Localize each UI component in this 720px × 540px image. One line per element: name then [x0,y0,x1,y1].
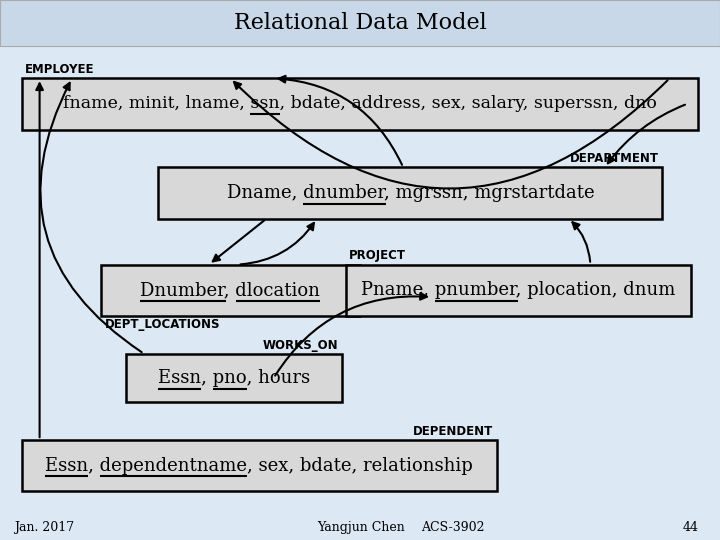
Text: WORKS_ON: WORKS_ON [263,339,338,352]
Text: Essn, pno, hours: Essn, pno, hours [158,369,310,387]
Text: DEPENDENT: DEPENDENT [413,425,493,438]
FancyBboxPatch shape [0,0,720,46]
FancyBboxPatch shape [346,265,691,316]
Text: PROJECT: PROJECT [349,249,406,262]
Text: Essn, dependentname, sex, bdate, relationship: Essn, dependentname, sex, bdate, relatio… [45,457,473,475]
Text: Jan. 2017: Jan. 2017 [14,521,75,534]
Text: EMPLOYEE: EMPLOYEE [25,63,95,76]
FancyBboxPatch shape [22,78,698,130]
Text: Yangjun Chen: Yangjun Chen [317,521,405,534]
FancyBboxPatch shape [158,167,662,219]
Text: Pname, pnumber, plocation, dnum: Pname, pnumber, plocation, dnum [361,281,675,299]
Text: 44: 44 [683,521,698,534]
Text: Dnumber, dlocation: Dnumber, dlocation [140,281,320,299]
FancyBboxPatch shape [22,440,497,491]
FancyBboxPatch shape [126,354,342,402]
Text: ACS-3902: ACS-3902 [421,521,485,534]
Text: fname, minit, lname, ssn, bdate, address, sex, salary, superssn, dno: fname, minit, lname, ssn, bdate, address… [63,96,657,112]
Text: DEPT_LOCATIONS: DEPT_LOCATIONS [104,318,220,331]
Text: Relational Data Model: Relational Data Model [233,12,487,34]
FancyBboxPatch shape [101,265,360,316]
Text: DEPARTMENT: DEPARTMENT [570,152,659,165]
Text: Dname, dnumber, mgrssn, mgrstartdate: Dname, dnumber, mgrssn, mgrstartdate [227,184,594,202]
